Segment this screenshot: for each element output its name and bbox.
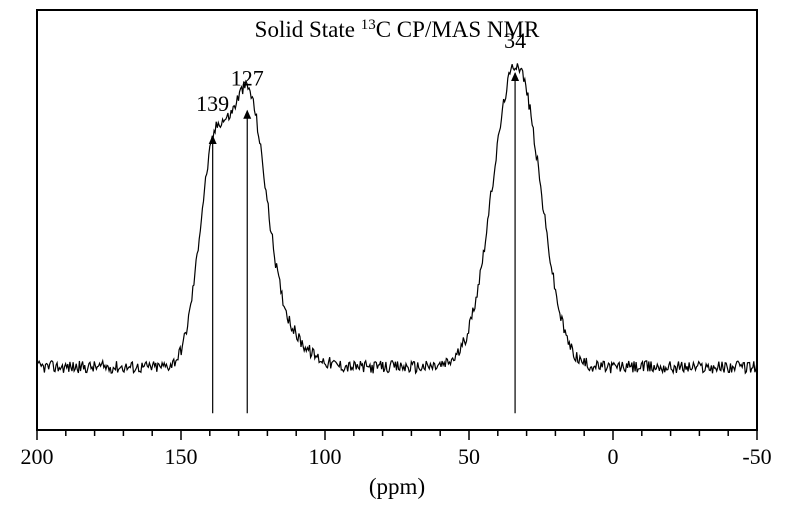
chart-svg: Solid State 13C CP/MAS NMR 200 150 100 50 0 -5… xyxy=(0,0,799,515)
x-tick-label: 0 xyxy=(608,444,619,469)
peak-label: 139 xyxy=(196,91,229,116)
x-tick-label: 150 xyxy=(165,444,198,469)
x-tick-label: 50 xyxy=(458,444,480,469)
x-axis-label: (ppm) xyxy=(369,474,425,499)
peak-arrowhead xyxy=(511,72,519,81)
peak-arrowhead xyxy=(243,110,251,119)
peak-label: 34 xyxy=(504,28,526,53)
peak-arrowhead xyxy=(209,135,217,144)
peak-label: 127 xyxy=(231,66,264,91)
x-tick-label: -50 xyxy=(742,444,771,469)
nmr-chart: Solid State 13C CP/MAS NMR 200 150 100 50 0 -5… xyxy=(0,0,799,515)
x-tick-label: 100 xyxy=(309,444,342,469)
spectrum-trace xyxy=(37,63,757,373)
x-tick-label: 200 xyxy=(21,444,54,469)
chart-title: Solid State 13C CP/MAS NMR xyxy=(255,17,540,42)
